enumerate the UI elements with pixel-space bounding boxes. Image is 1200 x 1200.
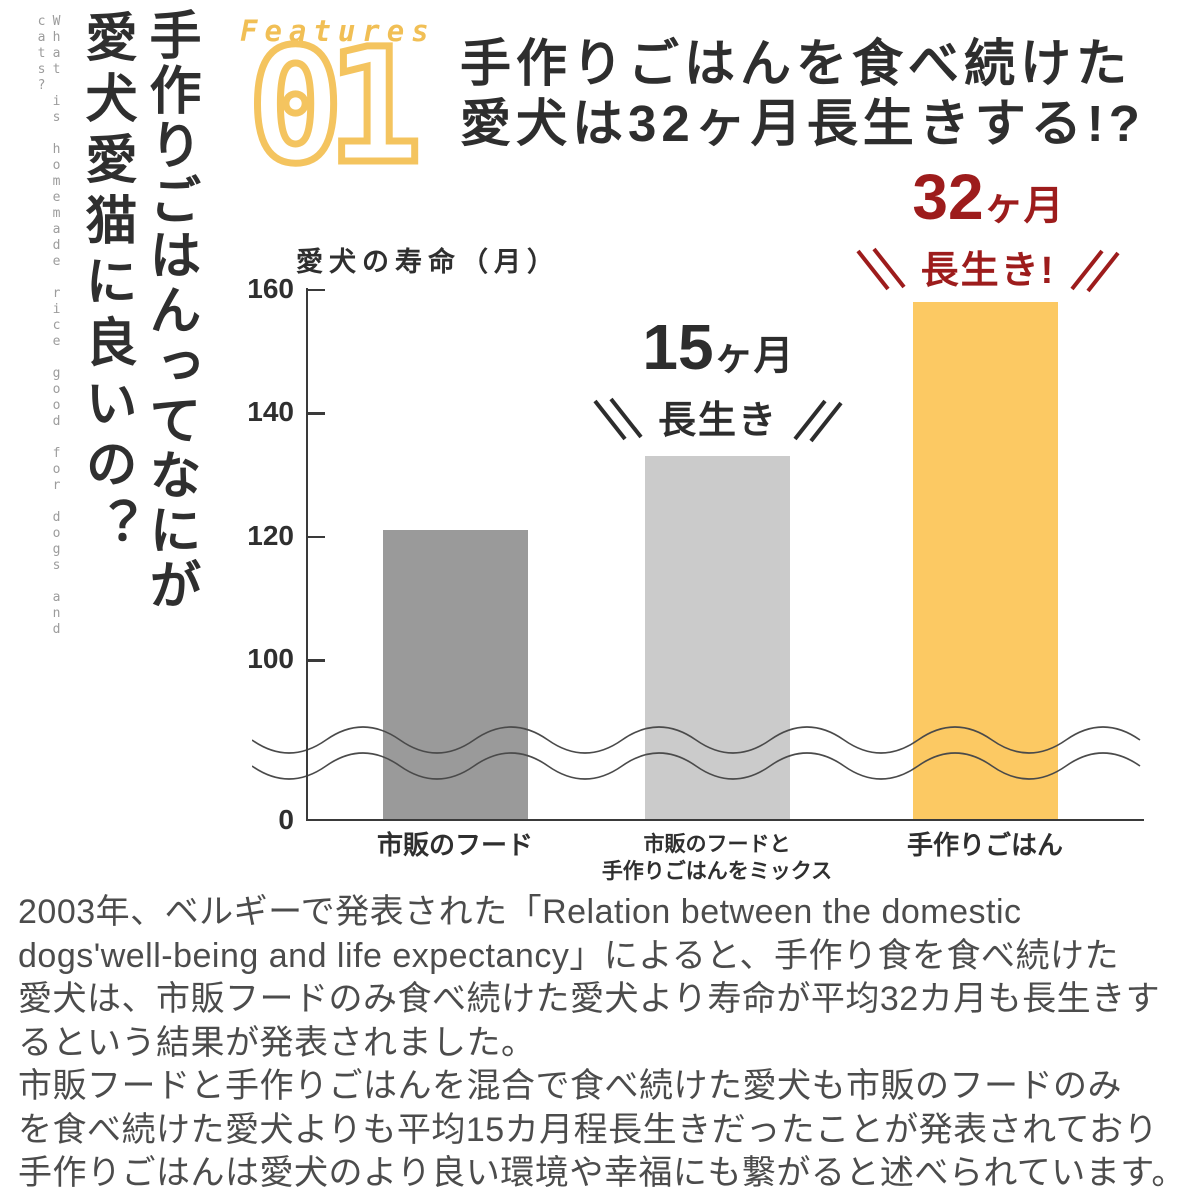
homemade-months-value: 32: [912, 161, 984, 233]
mixed-months-unit: ヶ月: [713, 334, 794, 378]
mixed-longevity-label: 長生き: [657, 400, 778, 442]
y-axis-line: [306, 288, 308, 821]
y-tick-label-100: 100: [247, 643, 294, 674]
y-tick-label-0: 0: [278, 804, 294, 835]
bar-homemade-food: [912, 301, 1058, 821]
bar-commercial-food: [382, 530, 528, 821]
annotation-homemade-value-row: 32ヶ月: [828, 165, 1148, 231]
page-title: 手作りごはんを食べ続けた 愛犬は32ヶ月長生きする!?: [460, 35, 1145, 152]
bar-label-mixed-food: 市販のフードと 手作りごはんをミックス: [601, 833, 833, 884]
annotation-mixed-label-row: 長生き: [558, 389, 878, 444]
speed-lines-right-black-icon: [793, 399, 843, 442]
speed-lines-left-red-icon: [856, 247, 906, 290]
speed-lines-right-red-icon: [1070, 249, 1120, 292]
annotation-mixed: 15ヶ月 長生き: [558, 315, 878, 444]
homemade-months-unit: ヶ月: [983, 184, 1064, 228]
y-tick-140: [306, 412, 325, 415]
features-label: Features: [240, 14, 436, 48]
y-tick-label-120: 120: [247, 519, 294, 551]
y-tick-label-160: 160: [247, 272, 294, 304]
annotation-mixed-value-row: 15ヶ月: [558, 315, 878, 381]
x-axis-line: [306, 819, 1144, 821]
y-tick-160: [306, 288, 325, 291]
bar-mixed-food: [644, 456, 790, 821]
annotation-homemade-label-row: 長生き!: [828, 239, 1148, 294]
y-tick-100: [306, 659, 325, 662]
axis-break-waves-icon: [252, 726, 1141, 780]
vertical-headline-secondary: 愛犬愛猫に良いの？: [77, 10, 135, 559]
bar-label-commercial-food: 市販のフード: [376, 830, 533, 860]
homemade-longevity-label: 長生き!: [920, 250, 1056, 292]
annotation-homemade: 32ヶ月 長生き!: [828, 165, 1148, 294]
y-axis-title: 愛犬の寿命（月）: [296, 247, 560, 277]
bar-label-homemade-food: 手作りごはん: [906, 830, 1063, 860]
features-number: 01: [244, 15, 425, 199]
speed-lines-left-black-icon: [593, 397, 643, 440]
vertical-english-tagline: What is homemade rice good for dogs and …: [34, 14, 64, 638]
vertical-headline-primary: 手作りごはんってなにが: [141, 8, 199, 613]
description-paragraph: 2003年、ベルギーで発表された「Relation between the do…: [18, 893, 1186, 1192]
y-tick-label-140: 140: [247, 396, 294, 427]
mixed-months-value: 15: [642, 311, 714, 383]
y-tick-120: [306, 535, 325, 538]
